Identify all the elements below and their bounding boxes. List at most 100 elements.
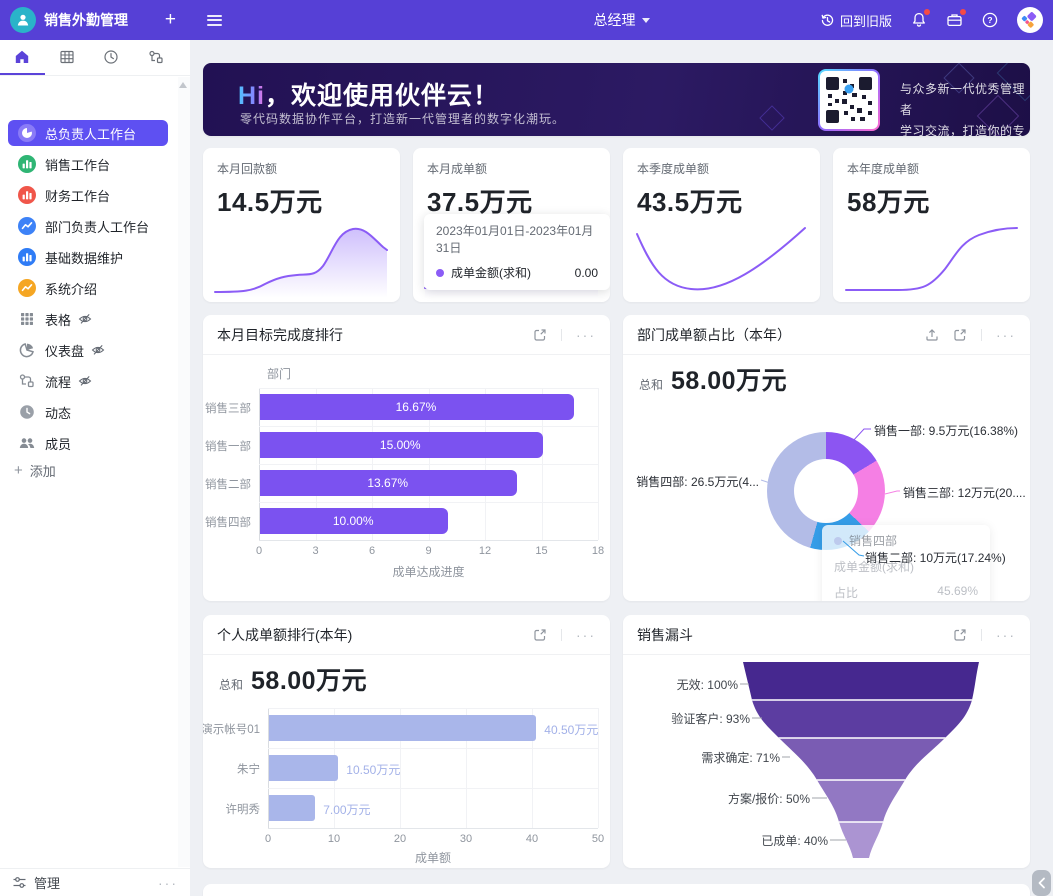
sparkline-line bbox=[845, 227, 1018, 291]
sidebar-item-label: 系统介绍 bbox=[45, 281, 98, 297]
sidebar-item-sales-workbench[interactable]: 销售工作台 bbox=[8, 151, 168, 177]
eye-off-icon[interactable] bbox=[91, 343, 105, 357]
sidebar-item-dashboards[interactable]: 仪表盘 bbox=[8, 337, 168, 363]
gridline-h bbox=[259, 388, 598, 389]
bar-销售二部[interactable] bbox=[260, 470, 518, 496]
eye-off-icon[interactable] bbox=[78, 374, 92, 388]
bar-销售三部[interactable] bbox=[260, 394, 574, 420]
bar-朱宁[interactable] bbox=[269, 755, 339, 781]
slice-label[interactable]: 销售四部: 26.5万元(4... bbox=[636, 475, 759, 489]
stat-title: 本年度成单额 bbox=[847, 162, 920, 176]
category-label: 销售一部 bbox=[205, 441, 251, 453]
sidebar-item-tables[interactable]: 表格 bbox=[8, 306, 168, 332]
x-axis-name: 成单额 bbox=[414, 851, 451, 865]
add-app-button[interactable]: + bbox=[164, 9, 176, 30]
notifications-button[interactable] bbox=[911, 9, 930, 28]
next-row-card bbox=[203, 884, 1030, 896]
sidebar-item-finance-workbench[interactable]: 财务工作台 bbox=[8, 182, 168, 208]
bar-chart-personal-rank: 总和 58.00万元 成单额 演示帐号01 40.50万元 朱宁 10.50万元 许明秀… bbox=[203, 655, 610, 868]
expand-button[interactable] bbox=[953, 328, 967, 342]
divider bbox=[561, 328, 562, 341]
sidebar-item-label: 总负责人工作台 bbox=[45, 126, 137, 142]
clock-icon bbox=[104, 49, 118, 64]
expand-button[interactable] bbox=[533, 328, 547, 342]
workspace-button[interactable] bbox=[946, 9, 966, 28]
bar-chart-monthly-target: 部门 成单达成进度 销售三部 16.67% 销售一部 15.00% 销售二部 13.67%… bbox=[203, 355, 610, 601]
more-button[interactable]: ··· bbox=[996, 326, 1016, 343]
tab-flows[interactable] bbox=[134, 40, 179, 75]
welcome-banner[interactable]: Hi，欢迎使用伙伴云！ 零代码数据协作平台，打造新一代管理者的数字化潮玩。 bbox=[203, 63, 1030, 136]
sidebar-footer[interactable]: 管理 ··· bbox=[0, 868, 190, 896]
gridline-v bbox=[532, 708, 533, 828]
funnel-band-无效[interactable] bbox=[723, 662, 993, 700]
x-tick-label: 9 bbox=[425, 545, 432, 557]
chevron-left-icon bbox=[1038, 877, 1045, 889]
export-button[interactable] bbox=[925, 328, 939, 342]
category-label: 演示帐号01 bbox=[203, 724, 260, 736]
topbar: 销售外勤管理 + 总经理 回到旧版 bbox=[0, 0, 1053, 40]
slice-label[interactable]: 销售二部: 10万元(17.24%) bbox=[865, 551, 1006, 565]
funnel-chart: 无效: 100% 验证客户: 93% 需求确定: 71% 方案/报价: 50% … bbox=[623, 655, 1030, 868]
category-label: 销售四部 bbox=[205, 517, 251, 529]
gridline-h bbox=[259, 464, 598, 465]
chart-grid bbox=[268, 708, 599, 829]
card-header: 本月目标完成度排行 ··· bbox=[203, 315, 610, 355]
sidebar-item-flows[interactable]: 流程 bbox=[8, 368, 168, 394]
collapse-handle[interactable] bbox=[1032, 870, 1051, 896]
y-axis-name: 部门 bbox=[267, 367, 292, 381]
sidebar-item-dept-lead-workbench[interactable]: 部门负责人工作台 bbox=[8, 213, 168, 239]
banner-greeting: Hi，欢迎使用伙伴云！ bbox=[238, 82, 500, 110]
funnel-graphic[interactable] bbox=[623, 655, 1030, 868]
bar-销售一部[interactable] bbox=[260, 432, 543, 458]
sidebar-item-total-lead-workbench[interactable]: 总负责人工作台 bbox=[8, 120, 168, 146]
stat-card-year-deal[interactable]: 本年度成单额 58万元 bbox=[833, 148, 1030, 302]
bar-许明秀[interactable] bbox=[269, 795, 316, 821]
avatar[interactable] bbox=[1017, 7, 1043, 33]
sidebar-item-base-data[interactable]: 基础数据维护 bbox=[8, 244, 168, 270]
bar-演示帐号01[interactable] bbox=[269, 715, 537, 741]
more-button[interactable]: ··· bbox=[576, 326, 596, 343]
card-dept-share: 部门成单额占比（本年） ··· 总和 bbox=[623, 315, 1030, 601]
donut-chart-dept-share: 总和 58.00万元 销售四部 成单金额(求和) 占比 45.69% bbox=[623, 355, 1030, 601]
category-label: 销售三部 bbox=[205, 403, 251, 415]
menu-toggle-icon[interactable] bbox=[207, 12, 222, 28]
more-button[interactable]: ··· bbox=[576, 626, 596, 643]
help-button[interactable]: ? bbox=[982, 12, 998, 28]
funnel-band-验证客户[interactable] bbox=[723, 700, 993, 738]
slice-label[interactable]: 销售一部: 9.5万元(16.38%) bbox=[874, 424, 1019, 438]
sidebar-item-label: 表格 bbox=[45, 312, 72, 328]
tab-home[interactable] bbox=[0, 40, 45, 75]
sidebar-scrollbar-track[interactable] bbox=[178, 77, 190, 867]
role-label: 总经理 bbox=[593, 12, 636, 28]
sidebar-item-system-intro[interactable]: 系统介绍 bbox=[8, 275, 168, 301]
scroll-up-arrow-icon[interactable] bbox=[179, 82, 187, 88]
bar-销售四部[interactable] bbox=[260, 508, 449, 534]
stat-card-monthly-payment[interactable]: 本月回款额 14.5万元 bbox=[203, 148, 400, 302]
eye-off-icon[interactable] bbox=[78, 312, 92, 326]
back-to-old-version-button[interactable]: 回到旧版 bbox=[820, 11, 892, 30]
expand-button[interactable] bbox=[953, 628, 967, 642]
stat-card-monthly-deal[interactable]: 本月成单额 37.5万元 2023年01月01日-2023年01月31日 成单金… bbox=[413, 148, 610, 302]
tab-history[interactable] bbox=[89, 40, 134, 75]
sidebar-item-members[interactable]: 成员 bbox=[8, 430, 168, 456]
role-dropdown[interactable]: 总经理 bbox=[594, 10, 650, 30]
more-icon[interactable]: ··· bbox=[158, 874, 178, 891]
app-logo[interactable] bbox=[10, 7, 36, 33]
tab-tables[interactable] bbox=[45, 40, 90, 75]
expand-button[interactable] bbox=[533, 628, 547, 642]
stat-card-quarter-deal[interactable]: 本季度成单额 43.5万元 bbox=[623, 148, 820, 302]
slice-label[interactable]: 销售三部: 12万元(20.... bbox=[903, 486, 1026, 500]
sidebar-item-label: 仪表盘 bbox=[45, 343, 85, 359]
x-tick-label: 40 bbox=[525, 833, 539, 845]
bar-chart-icon bbox=[18, 155, 36, 173]
grid-icon bbox=[21, 313, 33, 325]
sidebar-item-label: 销售工作台 bbox=[45, 157, 111, 173]
topbar-main: 总经理 回到旧版 bbox=[190, 0, 1053, 40]
gauge-icon bbox=[19, 343, 34, 358]
gridline-h bbox=[268, 748, 598, 749]
more-button[interactable]: ··· bbox=[996, 626, 1016, 643]
sidebar-add-button[interactable]: + 添加 bbox=[14, 461, 56, 480]
funnel-stage-label: 方案/报价: 50% bbox=[727, 792, 810, 806]
briefcase-icon bbox=[947, 14, 962, 27]
sidebar-item-activity[interactable]: 动态 bbox=[8, 399, 168, 425]
